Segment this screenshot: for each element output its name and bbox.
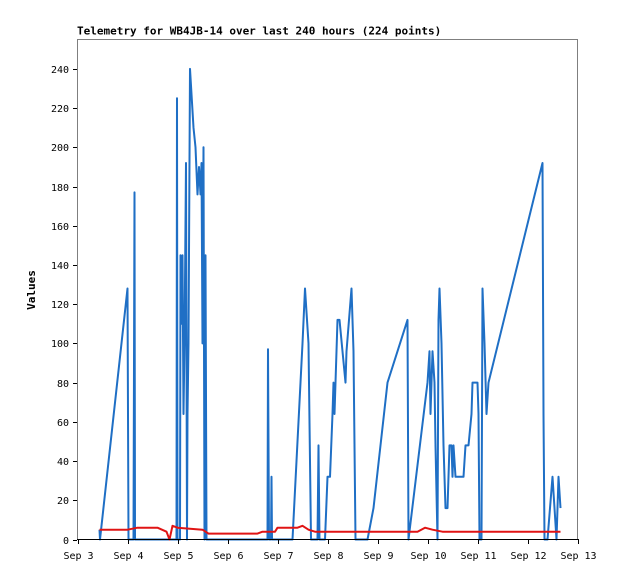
y-tick-label: 20	[57, 496, 69, 507]
y-tick-label: 180	[51, 183, 69, 194]
series-line-1	[98, 67, 562, 541]
x-tick-label: Sep 7	[263, 551, 293, 562]
y-tick-label: 40	[57, 457, 69, 468]
series-layer	[98, 67, 562, 541]
y-tick-label: 220	[51, 104, 69, 115]
y-tick-label: 200	[51, 143, 69, 154]
y-tick-label: 0	[63, 536, 69, 547]
x-tick-label: Sep 12	[510, 551, 546, 562]
chart-title: Telemetry for WB4JB-14 over last 240 hou…	[77, 25, 441, 38]
x-tick-label: Sep 6	[213, 551, 243, 562]
y-tick-label: 240	[51, 65, 69, 76]
y-tick-label: 120	[51, 300, 69, 311]
plot-area	[77, 39, 578, 540]
y-tick-label: 100	[51, 339, 69, 350]
y-tick-label: 80	[57, 379, 69, 390]
x-tick-label: Sep 11	[460, 551, 496, 562]
x-tick-label: Sep 9	[363, 551, 393, 562]
y-axis: 0 20 40 60 80 100 120 140 160 180 200 220 240	[51, 65, 77, 547]
x-tick-label: Sep 5	[163, 551, 193, 562]
x-tick-label: Sep 8	[313, 551, 343, 562]
x-axis: Sep 3 Sep 4 Sep 5 Sep 6 Sep 7 Sep 8 Sep 9 Sep 1…	[63, 539, 597, 562]
x-tick-label: Sep 13	[560, 551, 596, 562]
y-tick-label: 160	[51, 222, 69, 233]
series-line-2	[99, 524, 561, 541]
x-tick-label: Sep 10	[410, 551, 446, 562]
y-tick-label: 140	[51, 261, 69, 272]
x-tick-label: Sep 4	[113, 551, 143, 562]
x-tick-label: Sep 3	[63, 551, 93, 562]
y-tick-label: 60	[57, 418, 69, 429]
y-axis-label: Values	[25, 270, 38, 310]
